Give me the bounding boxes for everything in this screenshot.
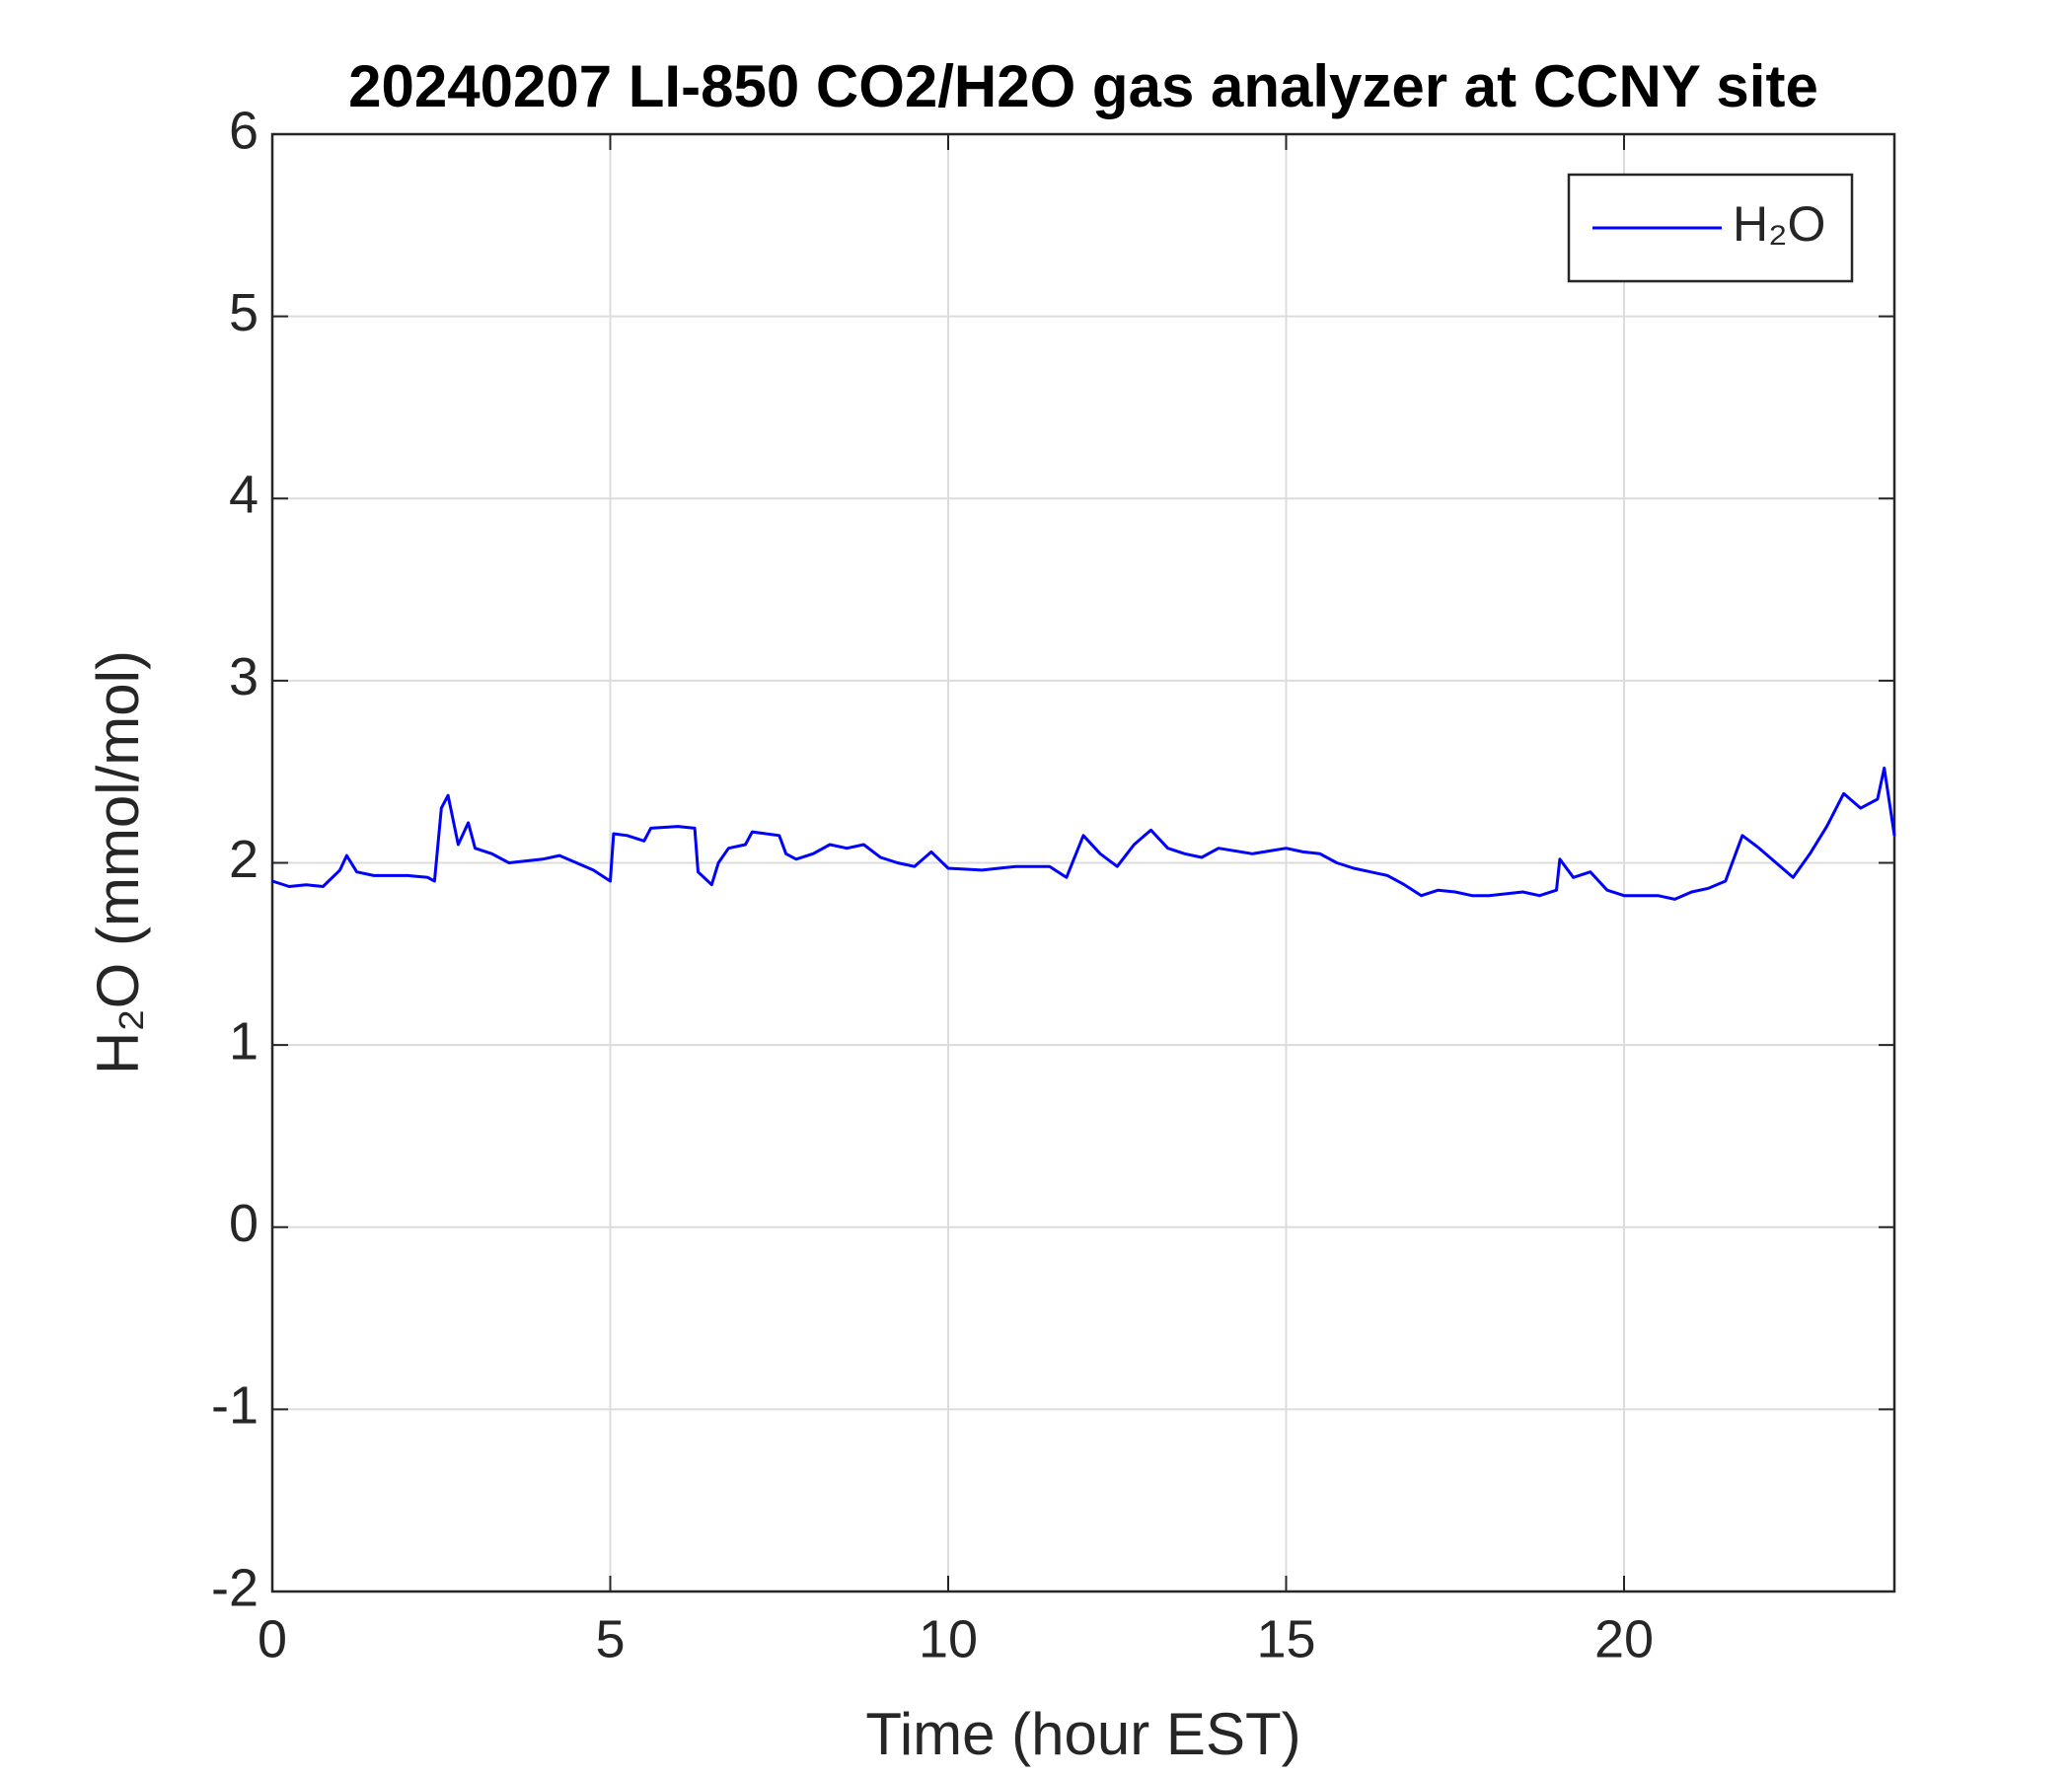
x-tick-label: 10 bbox=[919, 1609, 978, 1668]
x-tick-label: 0 bbox=[258, 1609, 287, 1668]
y-tick-label: 3 bbox=[229, 647, 259, 706]
plot-frame bbox=[270, 132, 1896, 1593]
legend-label: H₂O bbox=[1733, 196, 1825, 252]
y-tick-label: -2 bbox=[211, 1558, 259, 1617]
x-tick-label: 15 bbox=[1256, 1609, 1315, 1668]
x-tick-label: 5 bbox=[595, 1609, 625, 1668]
chart-title: 20240207 LI-850 CO2/H2O gas analyzer at … bbox=[348, 53, 1818, 119]
y-tick-label: 2 bbox=[229, 830, 259, 889]
y-tick-label: -1 bbox=[211, 1376, 259, 1436]
y-tick-label: 0 bbox=[229, 1194, 259, 1253]
x-axis-label: Time (hour EST) bbox=[865, 1701, 1300, 1767]
x-tick-label: 20 bbox=[1594, 1609, 1654, 1668]
y-tick-label: 1 bbox=[229, 1011, 259, 1071]
y-tick-label: 4 bbox=[229, 466, 259, 525]
data-line bbox=[271, 767, 1896, 901]
y-tick-label: 5 bbox=[229, 283, 259, 342]
y-tick-label: 6 bbox=[229, 101, 259, 160]
y-axis-label: H₂O (mmol/mol) bbox=[85, 650, 151, 1074]
